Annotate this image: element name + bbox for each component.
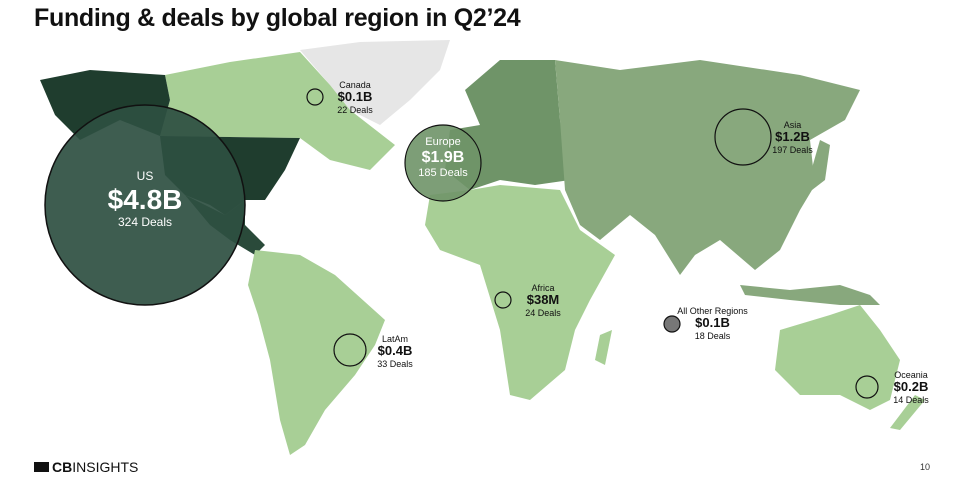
region-name: Canada: [339, 80, 371, 90]
greenland: [300, 40, 450, 125]
logo-mark-icon: [34, 462, 49, 472]
us-label: US $4.8B 324 Deals: [95, 169, 195, 230]
region-funding: $0.2B: [893, 379, 929, 395]
new-zealand: [890, 395, 925, 430]
other-label: All Other Regions $0.1B 18 Deals: [670, 306, 755, 342]
canada-bubble[interactable]: [306, 88, 324, 106]
region-name: Europe: [425, 136, 461, 148]
region-name: Asia: [783, 120, 802, 130]
indonesia: [740, 285, 880, 305]
cb-insights-logo: CBINSIGHTS: [34, 459, 138, 475]
region-name: LatAm: [381, 334, 408, 344]
region-name: Africa: [531, 283, 555, 293]
asia-label: Asia $1.2B 197 Deals: [765, 120, 820, 156]
oceania-label: Oceania $0.2B 14 Deals: [886, 370, 936, 406]
region-name: All Other Regions: [677, 306, 748, 316]
europe-bubble[interactable]: [404, 124, 482, 202]
africa-label: Africa $38M 24 Deals: [518, 283, 568, 319]
logo-bold: CB: [52, 459, 73, 475]
region-deals: 22 Deals: [337, 105, 373, 116]
africa-bubble[interactable]: [494, 291, 512, 309]
page-title: Funding & deals by global region in Q2’2…: [34, 4, 521, 32]
madagascar: [595, 330, 612, 365]
region-deals: 24 Deals: [525, 308, 561, 319]
region-deals: 18 Deals: [694, 331, 731, 342]
australia: [775, 305, 900, 410]
region-name: Oceania: [894, 370, 928, 380]
europe-label: Europe $1.9B 185 Deals: [408, 136, 478, 180]
region-funding: $1.2B: [775, 129, 810, 145]
canada: [160, 52, 395, 170]
region-funding: $0.1B: [337, 89, 373, 105]
region-deals: 197 Deals: [772, 145, 813, 156]
asia-bubble[interactable]: [714, 108, 772, 166]
africa: [425, 185, 615, 400]
logo-rest: INSIGHTS: [72, 459, 139, 475]
latam-label: LatAm $0.4B 33 Deals: [370, 334, 420, 370]
other-bubble[interactable]: [663, 315, 681, 333]
page-number: 10: [920, 462, 931, 472]
us-bubble[interactable]: [44, 104, 246, 306]
latam: [248, 250, 385, 455]
asia: [555, 60, 860, 275]
region-deals: 14 Deals: [893, 395, 929, 406]
oceania-bubble[interactable]: [855, 375, 879, 399]
region-funding: $0.4B: [377, 343, 413, 359]
region-funding: $4.8B: [107, 183, 183, 215]
region-funding: $1.9B: [421, 148, 465, 166]
japan: [810, 140, 830, 190]
region-deals: 324 Deals: [117, 214, 173, 229]
region-funding: $38M: [526, 292, 560, 308]
latam-bubble[interactable]: [333, 333, 367, 367]
canada-label: Canada $0.1B 22 Deals: [330, 80, 380, 116]
region-deals: 33 Deals: [377, 359, 413, 370]
region-funding: $0.1B: [695, 315, 730, 331]
region-deals: 185 Deals: [418, 167, 468, 180]
region-name: US: [136, 169, 154, 183]
